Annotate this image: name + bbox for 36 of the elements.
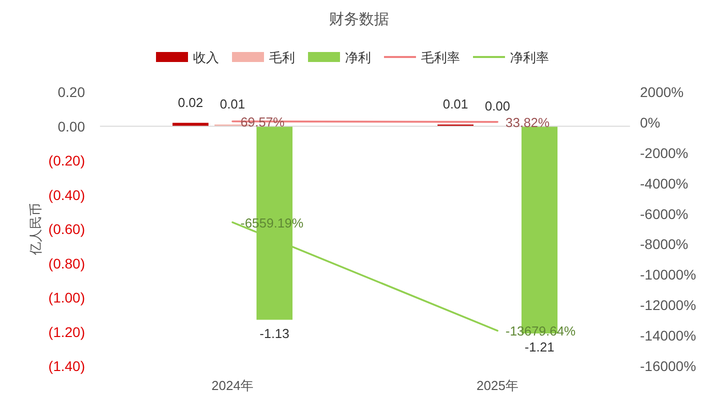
y-tick-label: (1.20) xyxy=(48,324,85,340)
y2-tick-label: -4000% xyxy=(640,175,688,192)
y2-tick-label: -14000% xyxy=(640,328,696,344)
y2-tick-label: -16000% xyxy=(640,358,696,374)
y2-tick-label: -2000% xyxy=(640,144,688,161)
legend-label: 毛利率 xyxy=(421,50,460,65)
data-label: -1.13 xyxy=(260,326,290,341)
legend-label: 净利 xyxy=(345,50,371,65)
data-label: -1.21 xyxy=(524,339,554,354)
y-tick-label: (0.40) xyxy=(48,186,85,203)
data-label: 0.01 xyxy=(442,96,468,112)
y2-tick-label: 0% xyxy=(640,114,660,130)
chart-title: 财务数据 xyxy=(329,11,389,28)
x-tick-label: 2024年 xyxy=(212,378,254,393)
data-label: -13679.64% xyxy=(506,324,576,339)
y-tick-label: 0.00 xyxy=(58,118,86,134)
y2-tick-label: -8000% xyxy=(640,236,688,252)
y2-tick-label: 2000% xyxy=(640,84,684,100)
y2-tick-label: -12000% xyxy=(640,297,696,314)
data-label: 0.02 xyxy=(178,94,204,110)
y-axis-title: 亿人民币 xyxy=(28,203,43,256)
data-label: 33.82% xyxy=(506,114,550,130)
y2-tick-label: -6000% xyxy=(640,206,688,222)
y-tick-label: (0.20) xyxy=(48,152,85,168)
y-tick-label: (1.40) xyxy=(48,358,85,374)
y-tick-label: 0.20 xyxy=(58,84,86,100)
x-tick-label: 2025年 xyxy=(476,378,518,393)
data-label: 0.01 xyxy=(220,96,246,112)
y-tick-label: (0.80) xyxy=(48,255,85,272)
data-label: 0.00 xyxy=(484,98,510,114)
y-tick-label: (0.60) xyxy=(48,221,85,237)
y-tick-label: (1.00) xyxy=(48,290,85,306)
y2-tick-label: -10000% xyxy=(640,266,696,283)
legend-label: 毛利 xyxy=(269,50,295,65)
legend-label: 净利率 xyxy=(510,50,549,65)
legend-label: 收入 xyxy=(193,50,219,65)
